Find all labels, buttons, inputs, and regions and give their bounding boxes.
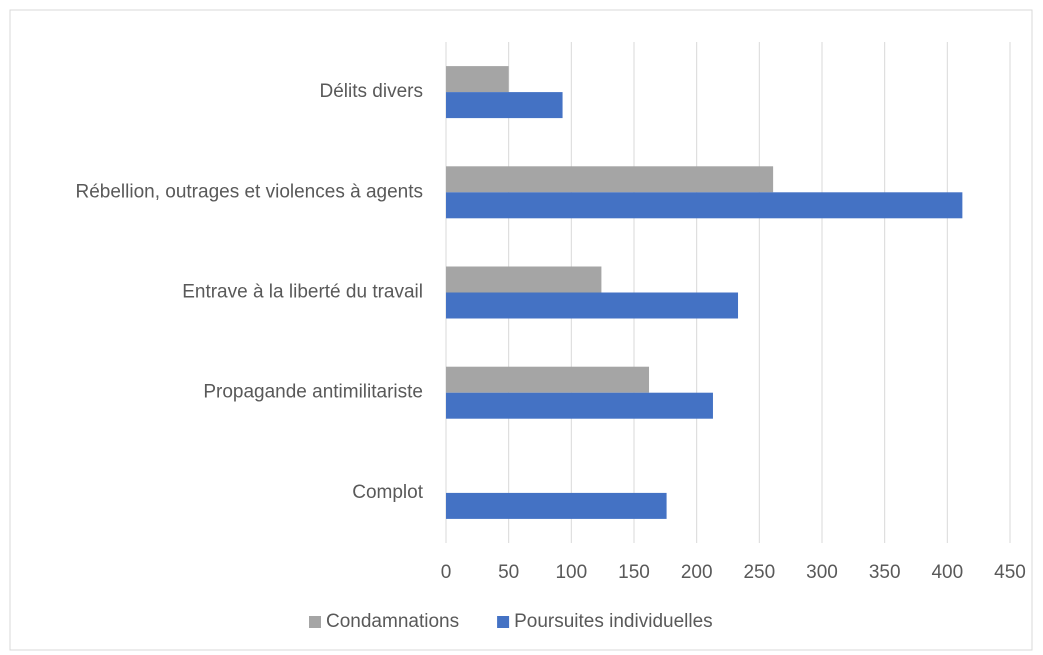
y-tick-label: Entrave à la liberté du travail — [182, 282, 423, 303]
y-tick-label: Propagande antimilitariste — [203, 382, 423, 403]
legend-swatch — [309, 616, 321, 628]
bar — [446, 166, 774, 193]
legend-swatch — [497, 616, 510, 628]
x-tick-label: 350 — [869, 562, 901, 583]
x-tick-label: 250 — [743, 562, 775, 583]
legend-label: Poursuites individuelles — [514, 611, 713, 632]
bar — [446, 492, 667, 519]
bar — [446, 66, 509, 93]
y-tick-label: Rébellion, outrages et violences à agent… — [75, 181, 423, 202]
bar — [446, 292, 739, 319]
x-tick-label: 50 — [498, 562, 519, 583]
x-tick-label: 150 — [618, 562, 650, 583]
x-tick-label: 0 — [441, 562, 452, 583]
x-tick-label: 100 — [555, 562, 587, 583]
bar — [446, 92, 563, 119]
bar — [446, 366, 650, 393]
bar — [446, 392, 713, 419]
x-tick-label: 300 — [806, 562, 838, 583]
bar — [446, 266, 602, 293]
x-tick-label: 400 — [931, 562, 963, 583]
bar — [446, 192, 963, 219]
x-tick-label: 200 — [681, 562, 713, 583]
y-tick-label: Complot — [352, 482, 423, 503]
y-tick-label: Délits divers — [320, 81, 423, 102]
x-tick-label: 450 — [994, 562, 1026, 583]
legend-label: Condamnations — [326, 611, 459, 632]
